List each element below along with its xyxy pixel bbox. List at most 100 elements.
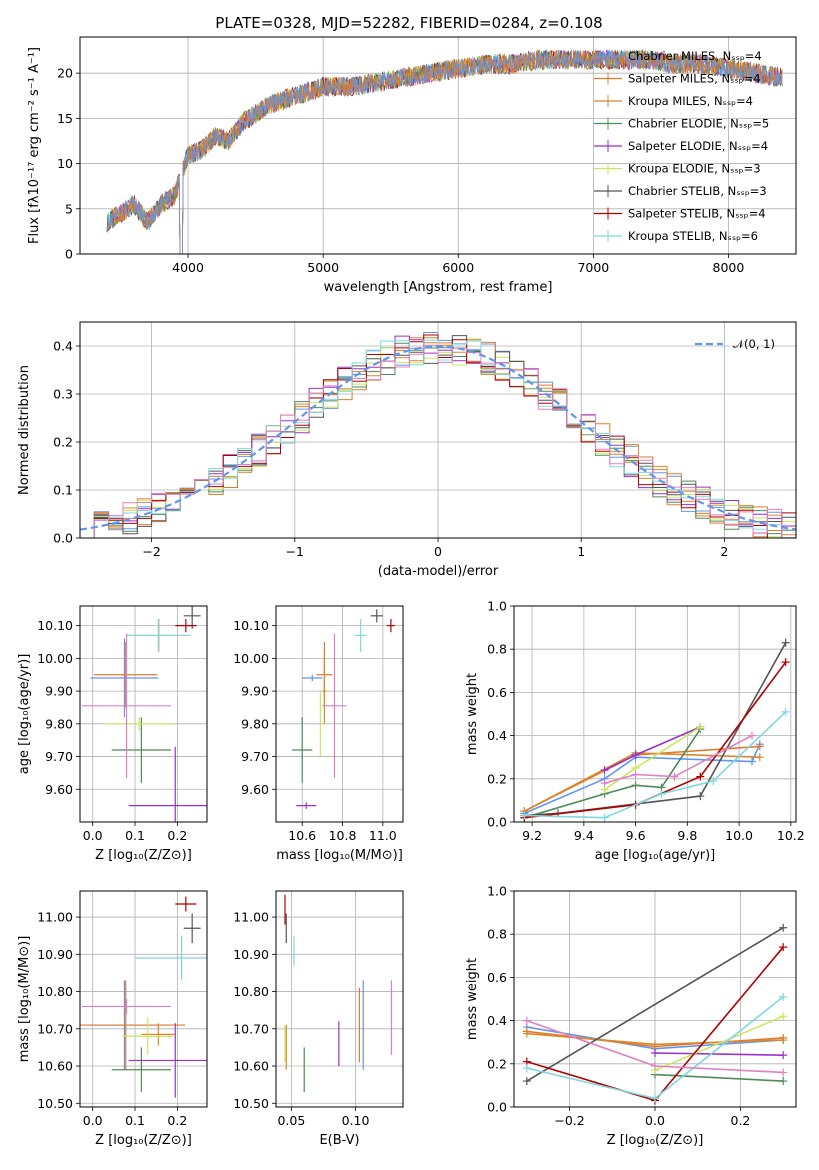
y-tick-label: 0.4 [53,339,73,354]
chart-mass_vs_EBV: 0.05 0.10 10.50 10.60 10.70 10.80 10.90 11.00 E(… [233,890,404,1148]
axes-frame [79,36,797,255]
x-tick-label: −1 [286,544,304,559]
legend-label: Salpeter ELODIE, Nₛₛₚ=4 [628,139,768,153]
x-axis-label: Z [log₁₀(Z/Z⊙)] [95,848,192,863]
axes-frame [79,321,797,539]
x-tick-label: 8000 [713,260,745,275]
legend: 𝒩(0, 1) [695,337,775,351]
weight-marker-6 [779,923,788,932]
x-tick-label: 0.0 [83,1113,103,1128]
axes-frame [79,605,208,823]
weight-marker-9 [748,731,757,740]
y-tick-label: 15 [57,111,73,126]
weight-marker-8 [657,789,666,798]
legend-label: Kroupa ELODIE, Nₛₛₚ=3 [628,162,761,176]
weight-marker-8 [779,992,788,1001]
grid-lines [276,891,403,1107]
weight-marker-6 [696,792,705,801]
chart-age_vs_Z: 0.0 0.1 0.2 9.60 9.70 9.80 9.90 10.00 10.10 Z [lo… [17,605,208,863]
y-tick-label: 0.6 [487,970,507,985]
weight-marker-8 [522,1064,531,1073]
y-tick-label: 0 [65,247,73,262]
y-tick-label: 9.80 [45,716,73,731]
y-tick-label: 9.80 [241,716,269,731]
axes-frame [79,890,208,1108]
legend-label: Chabrier STELIB, Nₛₛₚ=3 [628,184,767,198]
y-tick-label: 10.50 [233,1096,269,1111]
weight-line-7 [524,661,787,819]
y-tick-label: 10.90 [37,947,73,962]
weight-marker-9 [651,1061,659,1070]
weight-marker-8 [781,707,790,716]
weight-marker-6 [781,638,790,647]
chart-title: PLATE=0328, MJD=52282, FIBERID=0284, z=0… [215,14,602,32]
chart-mass_weight_vs_Z: −0.2 0.0 0.2 0.0 0.2 0.4 0.6 0.8 1.0 Z [log₁₀(Z/Z… [465,884,797,1148]
x-axis-label: E(B-V) [319,1133,359,1148]
weight-marker-5 [696,722,705,731]
weight-line-4 [654,1052,784,1056]
plot-area [106,48,783,254]
x-tick-label: 0.1 [125,828,145,843]
x-tick-label: 0.2 [167,828,187,843]
x-tick-label: 10.0 [725,828,753,843]
x-axis-label: (data-model)/error [378,564,499,579]
x-tick-label: 5000 [307,260,339,275]
y-tick-label: 9.60 [45,782,73,797]
y-tick-label: 5 [65,201,73,216]
y-tick-label: 9.90 [45,684,73,699]
weight-marker-3 [779,1077,788,1086]
x-tick-label: 0.1 [125,1113,145,1128]
x-tick-label: 10.6 [288,828,316,843]
x-tick-label: 10.8 [329,828,357,843]
weight-marker-9 [600,779,609,788]
y-tick-label: 10.00 [233,651,269,666]
plot-area [522,923,788,1105]
chart-age_vs_mass: 10.6 10.8 11.0 9.60 9.70 9.80 9.90 10.00 10.10 ma… [233,605,404,863]
grid-lines [276,606,403,822]
x-tick-label: −2 [142,544,160,559]
y-axis-label: age [log₁₀(age/yr)] [17,654,32,775]
y-tick-label: 0.2 [487,1056,507,1071]
axes-frame [275,605,404,823]
weight-marker-7 [696,772,705,781]
plot-area [80,896,207,1098]
x-axis-label: wavelength [Angstrom, rest frame] [324,280,553,295]
x-tick-label: 2 [720,544,728,559]
weight-marker-8 [600,813,609,822]
y-tick-label: 0.0 [487,815,507,830]
y-axis-label: mass weight [465,673,480,755]
weight-marker-7 [781,658,790,667]
x-tick-label: 4000 [172,260,204,275]
y-axis-label: mass [log₁₀(M/M⊙)] [17,936,32,1063]
weight-marker-8 [709,776,718,785]
y-tick-label: 1.0 [487,884,507,899]
chart-mass_weight_vs_age: 9.2 9.4 9.6 9.8 10.0 10.2 0.0 0.2 0.4 0.6 0.8 1.0 ag… [465,599,805,864]
legend-label: Chabrier MILES, Nₛₛₚ=4 [628,49,762,63]
chart-spectrum: 4000 5000 6000 7000 8000 0 5 10 15 20 Chabrier MIL… [27,14,797,295]
x-tick-label: 9.6 [626,828,646,843]
x-axis-label: Z [log₁₀(Z/Z⊙)] [95,1133,192,1148]
axes-frame [513,890,797,1108]
y-tick-label: 10.80 [233,984,269,999]
y-axis-label: Normed distribution [17,365,32,495]
y-tick-label: 10.60 [233,1059,269,1074]
y-tick-label: 0.8 [487,642,507,657]
y-tick-label: 0.4 [487,728,507,743]
weight-marker-2 [651,1040,659,1049]
x-tick-label: 0.0 [645,1113,665,1128]
weight-marker-9 [522,1016,531,1025]
x-tick-label: 0.2 [731,1113,751,1128]
axes-frame [513,605,797,823]
y-axis-label: Flux [fλ10⁻¹⁷ erg cm⁻² s⁻¹ A⁻¹] [27,47,42,244]
plot-area [80,332,796,538]
weight-marker-4 [779,1051,788,1060]
x-tick-label: 9.4 [574,828,594,843]
y-tick-label: 0.2 [53,435,73,450]
grid-lines [514,605,796,823]
plot-area [284,894,393,1093]
weight-marker-9 [779,1068,788,1077]
weight-line-9 [604,734,753,784]
x-tick-label: 6000 [442,260,474,275]
weight-marker-9 [631,770,640,779]
y-tick-label: 11.00 [37,910,73,925]
